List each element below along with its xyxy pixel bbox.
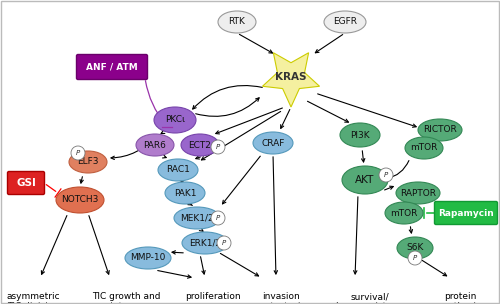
- Circle shape: [71, 146, 85, 160]
- Ellipse shape: [158, 159, 198, 181]
- Text: MEK1/2: MEK1/2: [180, 213, 214, 223]
- Text: GSI: GSI: [16, 178, 36, 188]
- Ellipse shape: [181, 134, 219, 156]
- Text: PAK1: PAK1: [174, 188, 196, 198]
- Ellipse shape: [56, 187, 104, 213]
- Ellipse shape: [385, 202, 423, 224]
- Ellipse shape: [69, 151, 107, 173]
- Text: P: P: [222, 240, 226, 246]
- Ellipse shape: [182, 232, 228, 254]
- Text: KRAS: KRAS: [275, 72, 307, 82]
- Text: CRAF: CRAF: [262, 139, 284, 147]
- Polygon shape: [262, 53, 320, 107]
- Text: PKCι: PKCι: [165, 116, 185, 125]
- Text: ECT2: ECT2: [188, 140, 212, 150]
- Ellipse shape: [253, 132, 293, 154]
- Text: invasion
metastasis: invasion metastasis: [256, 292, 306, 304]
- Text: P: P: [216, 215, 220, 221]
- Text: P: P: [384, 172, 388, 178]
- Text: ERK1/2: ERK1/2: [189, 239, 221, 247]
- Text: RTK: RTK: [228, 18, 246, 26]
- Text: protein
synthesis: protein synthesis: [438, 292, 482, 304]
- Text: P: P: [216, 144, 220, 150]
- FancyBboxPatch shape: [8, 171, 44, 195]
- Text: ANF / ATM: ANF / ATM: [86, 63, 138, 71]
- Text: RICTOR: RICTOR: [423, 126, 457, 134]
- Text: RAPTOR: RAPTOR: [400, 188, 436, 198]
- Circle shape: [408, 251, 422, 265]
- Circle shape: [211, 140, 225, 154]
- Text: MMP-10: MMP-10: [130, 254, 166, 262]
- Ellipse shape: [125, 247, 171, 269]
- Ellipse shape: [165, 182, 205, 204]
- Ellipse shape: [136, 134, 174, 156]
- Text: ELF3: ELF3: [77, 157, 99, 167]
- Ellipse shape: [342, 166, 388, 194]
- Text: TIC growth and
maintenance: TIC growth and maintenance: [92, 292, 160, 304]
- FancyBboxPatch shape: [434, 202, 498, 224]
- Ellipse shape: [218, 11, 256, 33]
- Text: PI3K: PI3K: [350, 130, 370, 140]
- Text: mTOR: mTOR: [390, 209, 417, 217]
- Text: Rapamycin: Rapamycin: [438, 209, 494, 217]
- Text: AKT: AKT: [356, 175, 374, 185]
- Text: S6K: S6K: [406, 244, 424, 253]
- Ellipse shape: [405, 137, 443, 159]
- Ellipse shape: [324, 11, 366, 33]
- Text: NOTCH3: NOTCH3: [62, 195, 98, 205]
- Text: mTOR: mTOR: [410, 143, 438, 153]
- Text: survival/
chemoresistance: survival/ chemoresistance: [332, 292, 408, 304]
- Ellipse shape: [340, 123, 380, 147]
- Circle shape: [379, 168, 393, 182]
- Circle shape: [211, 211, 225, 225]
- Text: proliferation: proliferation: [185, 292, 241, 301]
- Ellipse shape: [396, 182, 440, 204]
- Text: EGFR: EGFR: [333, 18, 357, 26]
- Ellipse shape: [154, 107, 196, 133]
- Ellipse shape: [418, 119, 462, 141]
- FancyBboxPatch shape: [76, 54, 148, 80]
- Text: P: P: [413, 255, 417, 261]
- Text: RAC1: RAC1: [166, 165, 190, 174]
- Circle shape: [217, 236, 231, 250]
- Text: PAR6: PAR6: [144, 140, 167, 150]
- Text: asymmetric
TIC division: asymmetric TIC division: [6, 292, 60, 304]
- Ellipse shape: [174, 207, 220, 229]
- Text: P: P: [76, 150, 80, 156]
- Ellipse shape: [397, 237, 433, 259]
